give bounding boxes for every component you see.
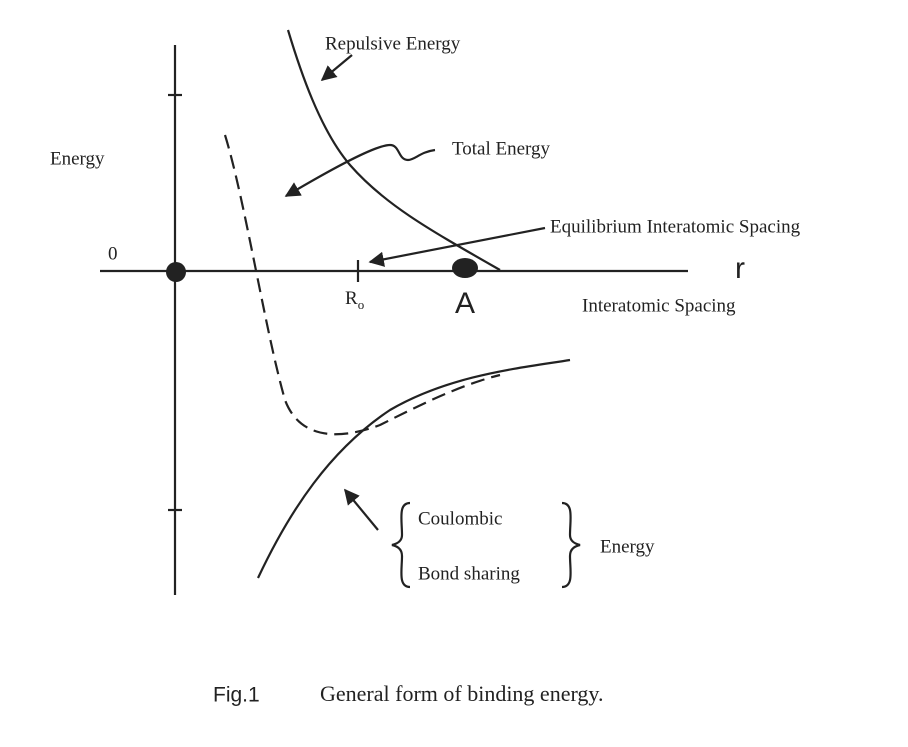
label: A	[455, 287, 475, 320]
label: o	[358, 297, 365, 312]
label: Interatomic Spacing	[582, 295, 736, 316]
label: Bond sharing	[418, 563, 520, 584]
label: r	[735, 252, 745, 285]
label: Energy	[600, 536, 655, 557]
caption-number: Fig.1	[213, 684, 260, 707]
label: Equilibrium Interatomic Spacing	[550, 216, 801, 237]
label: Repulsive Energy	[325, 33, 461, 54]
label: Energy	[50, 148, 105, 169]
label: R	[345, 288, 358, 309]
total-curve	[223, 134, 501, 436]
coulombic-curve	[257, 358, 571, 579]
arrow	[344, 488, 379, 531]
arrow	[368, 226, 546, 267]
point-a-dot	[452, 258, 478, 278]
repulsive-curve	[286, 29, 501, 271]
left-brace	[391, 501, 411, 589]
label: Coulombic	[418, 508, 502, 529]
label: Total Energy	[452, 138, 551, 159]
arrow	[284, 143, 436, 197]
origin-dot	[166, 262, 186, 282]
caption-text: General form of binding energy.	[320, 681, 603, 706]
arrow	[320, 54, 353, 81]
label: Ro	[345, 288, 364, 312]
right-brace	[561, 501, 581, 589]
label: 0	[108, 243, 118, 264]
